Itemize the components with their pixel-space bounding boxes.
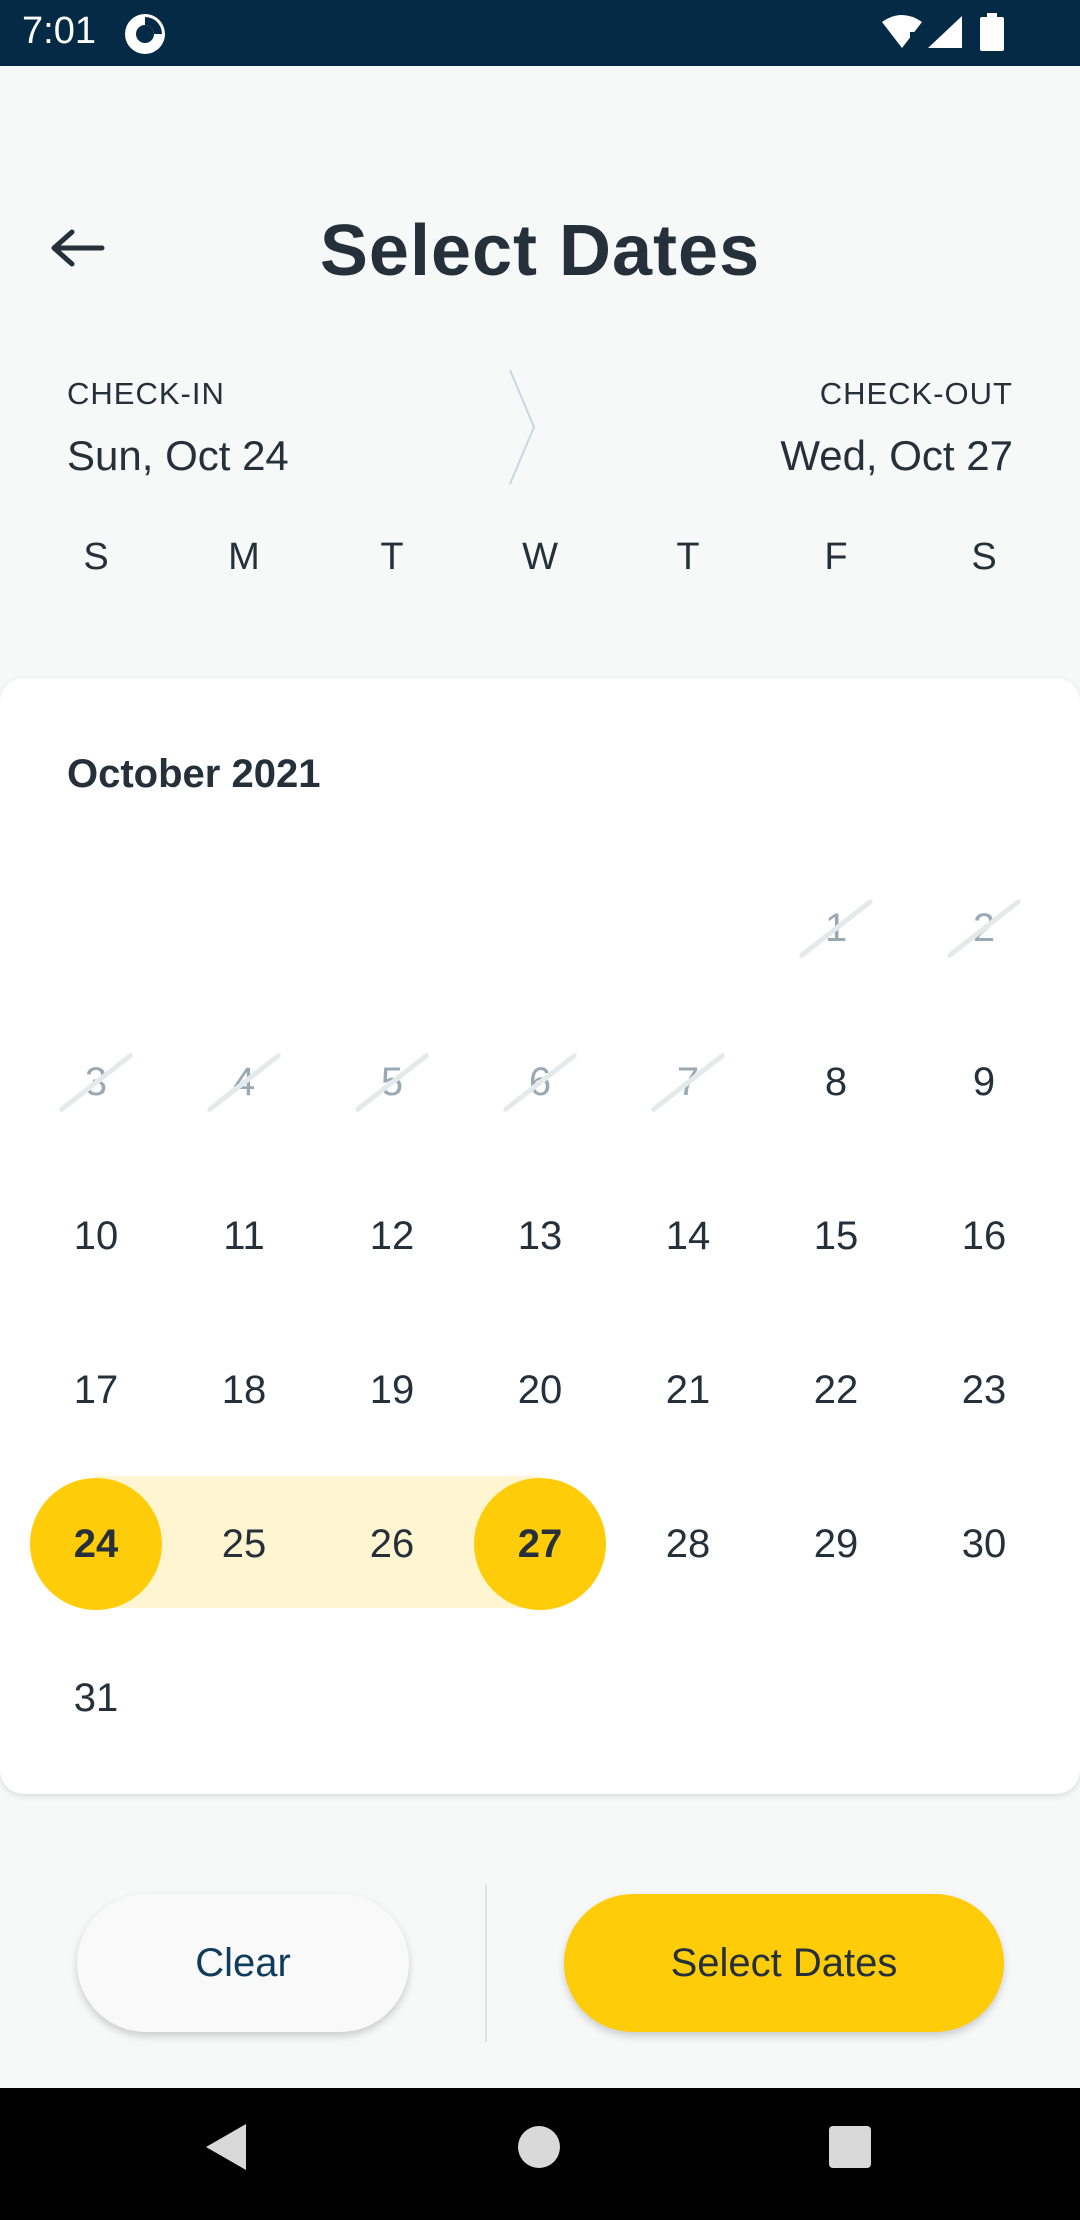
calendar-day[interactable]: 8 (824, 1059, 848, 1104)
chevron-right-icon (509, 369, 536, 485)
calendar-day[interactable]: 16 (961, 1213, 1007, 1258)
back-button[interactable] (44, 218, 112, 278)
nav-back-icon[interactable] (204, 2122, 248, 2172)
status-time: 7:01 (22, 10, 96, 52)
calendar-day[interactable]: 14 (665, 1213, 711, 1258)
calendar-day[interactable]: 25 (221, 1521, 267, 1566)
calendar-day: 2 (918, 862, 1050, 994)
checkout-value[interactable]: Wed, Oct 27 (780, 432, 1013, 479)
app-notification-icon (125, 14, 165, 54)
weekday-label: M (228, 536, 260, 578)
calendar-day[interactable]: 9 (972, 1059, 996, 1104)
calendar-day[interactable]: 23 (961, 1367, 1007, 1412)
select-dates-button[interactable]: Select Dates (564, 1894, 1004, 2032)
calendar-day[interactable]: 27 (474, 1478, 606, 1610)
checkin-value[interactable]: Sun, Oct 24 (67, 432, 289, 479)
calendar-day[interactable]: 20 (517, 1367, 563, 1412)
calendar-day: 3 (30, 1016, 162, 1148)
calendar-day[interactable]: 13 (517, 1213, 563, 1258)
nav-home-icon[interactable] (518, 2126, 560, 2168)
checkout-label: CHECK-OUT (819, 376, 1013, 411)
status-bar: 7:01 (0, 0, 1080, 66)
clear-button[interactable]: Clear (77, 1894, 409, 2032)
battery-icon (980, 13, 1004, 51)
weekday-label: S (971, 536, 997, 578)
calendar-day[interactable]: 12 (369, 1213, 415, 1258)
calendar-day[interactable]: 30 (961, 1521, 1007, 1566)
calendar-day[interactable]: 10 (73, 1213, 119, 1258)
calendar-day[interactable]: 29 (813, 1521, 859, 1566)
weekday-label: F (824, 536, 848, 578)
calendar-day[interactable]: 19 (369, 1367, 415, 1412)
wifi-icon (882, 15, 922, 48)
calendar-day[interactable]: 24 (30, 1478, 162, 1610)
page-title: Select Dates (319, 211, 761, 291)
navigation-bar (0, 2088, 1080, 2220)
weekday-label: W (522, 536, 558, 578)
action-divider (485, 1884, 487, 2042)
calendar-day[interactable]: 17 (73, 1367, 119, 1412)
calendar-day[interactable]: 15 (813, 1213, 859, 1258)
month-title: October 2021 (67, 752, 321, 796)
calendar-day[interactable]: 31 (73, 1675, 119, 1720)
calendar-day[interactable]: 18 (221, 1367, 267, 1412)
signal-icon (928, 16, 962, 48)
calendar-day: 5 (326, 1016, 458, 1148)
weekday-label: S (83, 536, 109, 578)
calendar-day: 1 (770, 862, 902, 994)
calendar-day[interactable]: 21 (665, 1367, 711, 1412)
selected-range-band (96, 1476, 540, 1608)
weekday-label: T (676, 536, 700, 578)
checkin-label: CHECK-IN (67, 376, 225, 411)
calendar-day: 7 (622, 1016, 754, 1148)
calendar-day[interactable]: 11 (223, 1213, 265, 1258)
calendar-day: 4 (178, 1016, 310, 1148)
calendar-day: 6 (474, 1016, 606, 1148)
calendar-day[interactable]: 22 (813, 1367, 859, 1412)
weekday-label: T (380, 536, 404, 578)
arrow-left-icon (51, 229, 105, 267)
calendar-day[interactable]: 26 (369, 1521, 415, 1566)
calendar-day[interactable]: 28 (665, 1521, 711, 1566)
nav-recents-icon[interactable] (829, 2126, 871, 2168)
